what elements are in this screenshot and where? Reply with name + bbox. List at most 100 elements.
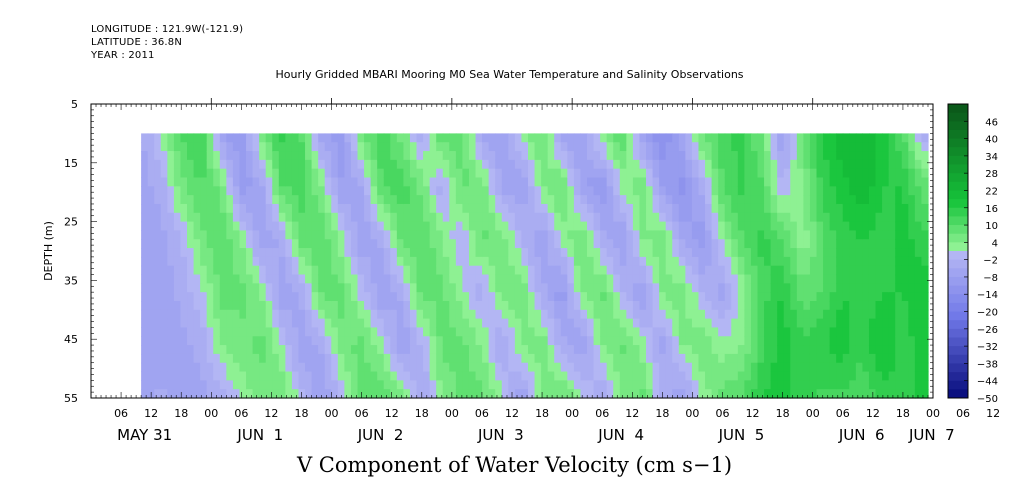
heatmap-cell [173, 186, 182, 196]
heatmap-cell [370, 230, 378, 240]
heatmap-cell [482, 389, 490, 399]
heatmap-cell [324, 177, 332, 187]
heatmap-cell [436, 345, 444, 355]
heatmap-cell [390, 151, 398, 161]
heatmap-cell [652, 133, 660, 143]
heatmap-cell [842, 195, 850, 205]
heatmap-cell [836, 345, 844, 355]
heatmap-cell [468, 177, 477, 187]
heatmap-cell [167, 151, 175, 161]
heatmap-cell [364, 292, 372, 302]
heatmap-cell [462, 309, 470, 320]
heatmap-cell [173, 353, 182, 364]
heatmap-cell [232, 239, 241, 249]
heatmap-cell [291, 142, 300, 152]
heatmap-cell [442, 142, 450, 152]
heatmap-cell [265, 248, 273, 258]
heatmap-cell [200, 300, 208, 311]
heatmap-cell [809, 389, 818, 399]
heatmap-cell [272, 362, 280, 373]
heatmap-cell [600, 327, 608, 337]
heatmap-cell [350, 283, 359, 293]
heatmap-cell [606, 168, 614, 179]
heatmap-cell [796, 142, 804, 152]
heatmap-cell [895, 186, 903, 196]
heatmap-cell [855, 159, 864, 170]
heatmap-cell [324, 203, 332, 214]
heatmap-cell [764, 230, 772, 240]
heatmap-cell [757, 362, 765, 373]
heatmap-cell [547, 300, 555, 311]
heatmap-cell [914, 168, 923, 179]
heatmap-cell [331, 177, 339, 187]
heatmap-cell [901, 309, 909, 320]
heatmap-cell [383, 186, 391, 196]
heatmap-cell [613, 203, 621, 214]
heatmap-cell [357, 133, 365, 143]
heatmap-cell [311, 168, 319, 179]
colorbar-label: 46 [985, 117, 998, 128]
heatmap-cell [318, 195, 326, 205]
x-tick-label: 00 [685, 407, 699, 420]
heatmap-cell [593, 274, 601, 284]
heatmap-cell [337, 239, 345, 249]
heatmap-cell [291, 345, 300, 355]
heatmap-cell [534, 309, 542, 320]
heatmap-cell [423, 371, 431, 381]
heatmap-cell [665, 318, 673, 329]
heatmap-cell [547, 292, 555, 302]
heatmap-cell [344, 389, 352, 399]
heatmap-cell [770, 389, 778, 399]
heatmap-cell [285, 265, 293, 276]
heatmap-cell [619, 371, 627, 381]
heatmap-cell [573, 362, 582, 373]
heatmap-cell [154, 362, 162, 373]
heatmap-cell [475, 168, 483, 179]
heatmap-cell [436, 177, 444, 187]
heatmap-cell [285, 186, 293, 196]
heatmap-cell [141, 239, 149, 249]
heatmap-cell [396, 248, 405, 258]
heatmap-cell [449, 327, 457, 337]
chart-title: Hourly Gridded MBARI Mooring M0 Sea Wate… [275, 68, 744, 81]
heatmap-cell [200, 159, 208, 170]
heatmap-cell [311, 177, 319, 187]
heatmap-cell [449, 186, 457, 196]
heatmap-cell [711, 309, 719, 320]
heatmap-cell [567, 142, 575, 152]
heatmap-cell [252, 353, 260, 364]
heatmap-cell [567, 159, 575, 170]
heatmap-cell [560, 256, 568, 267]
heatmap-cell [344, 186, 352, 196]
heatmap-cell [691, 159, 700, 170]
heatmap-cell [324, 151, 332, 161]
heatmap-cell [652, 159, 660, 170]
heatmap-cell [344, 159, 352, 170]
heatmap-cell [377, 362, 385, 373]
heatmap-cell [829, 353, 837, 364]
heatmap-cell [200, 345, 208, 355]
heatmap-cell [862, 230, 870, 240]
heatmap-cell [403, 318, 411, 329]
heatmap-cell [200, 292, 208, 302]
x-day-label: JUN 2 [357, 426, 404, 444]
heatmap-cell [416, 248, 424, 258]
heatmap-cell [908, 292, 916, 302]
heatmap-cell [914, 203, 923, 214]
heatmap-cell [560, 274, 568, 284]
heatmap-cell [587, 256, 595, 267]
heatmap-cell [285, 133, 293, 143]
heatmap-cell [206, 265, 214, 276]
heatmap-cell [600, 221, 608, 232]
heatmap-cell [272, 133, 280, 143]
y-tick-label: 15 [64, 157, 78, 170]
heatmap-cell [305, 345, 313, 355]
heatmap-cell [698, 283, 706, 293]
heatmap-cell [180, 239, 188, 249]
heatmap-cell [908, 265, 916, 276]
heatmap-cell [278, 168, 286, 179]
heatmap-cell [600, 239, 608, 249]
heatmap-cell [547, 230, 555, 240]
heatmap-cell [914, 177, 923, 187]
